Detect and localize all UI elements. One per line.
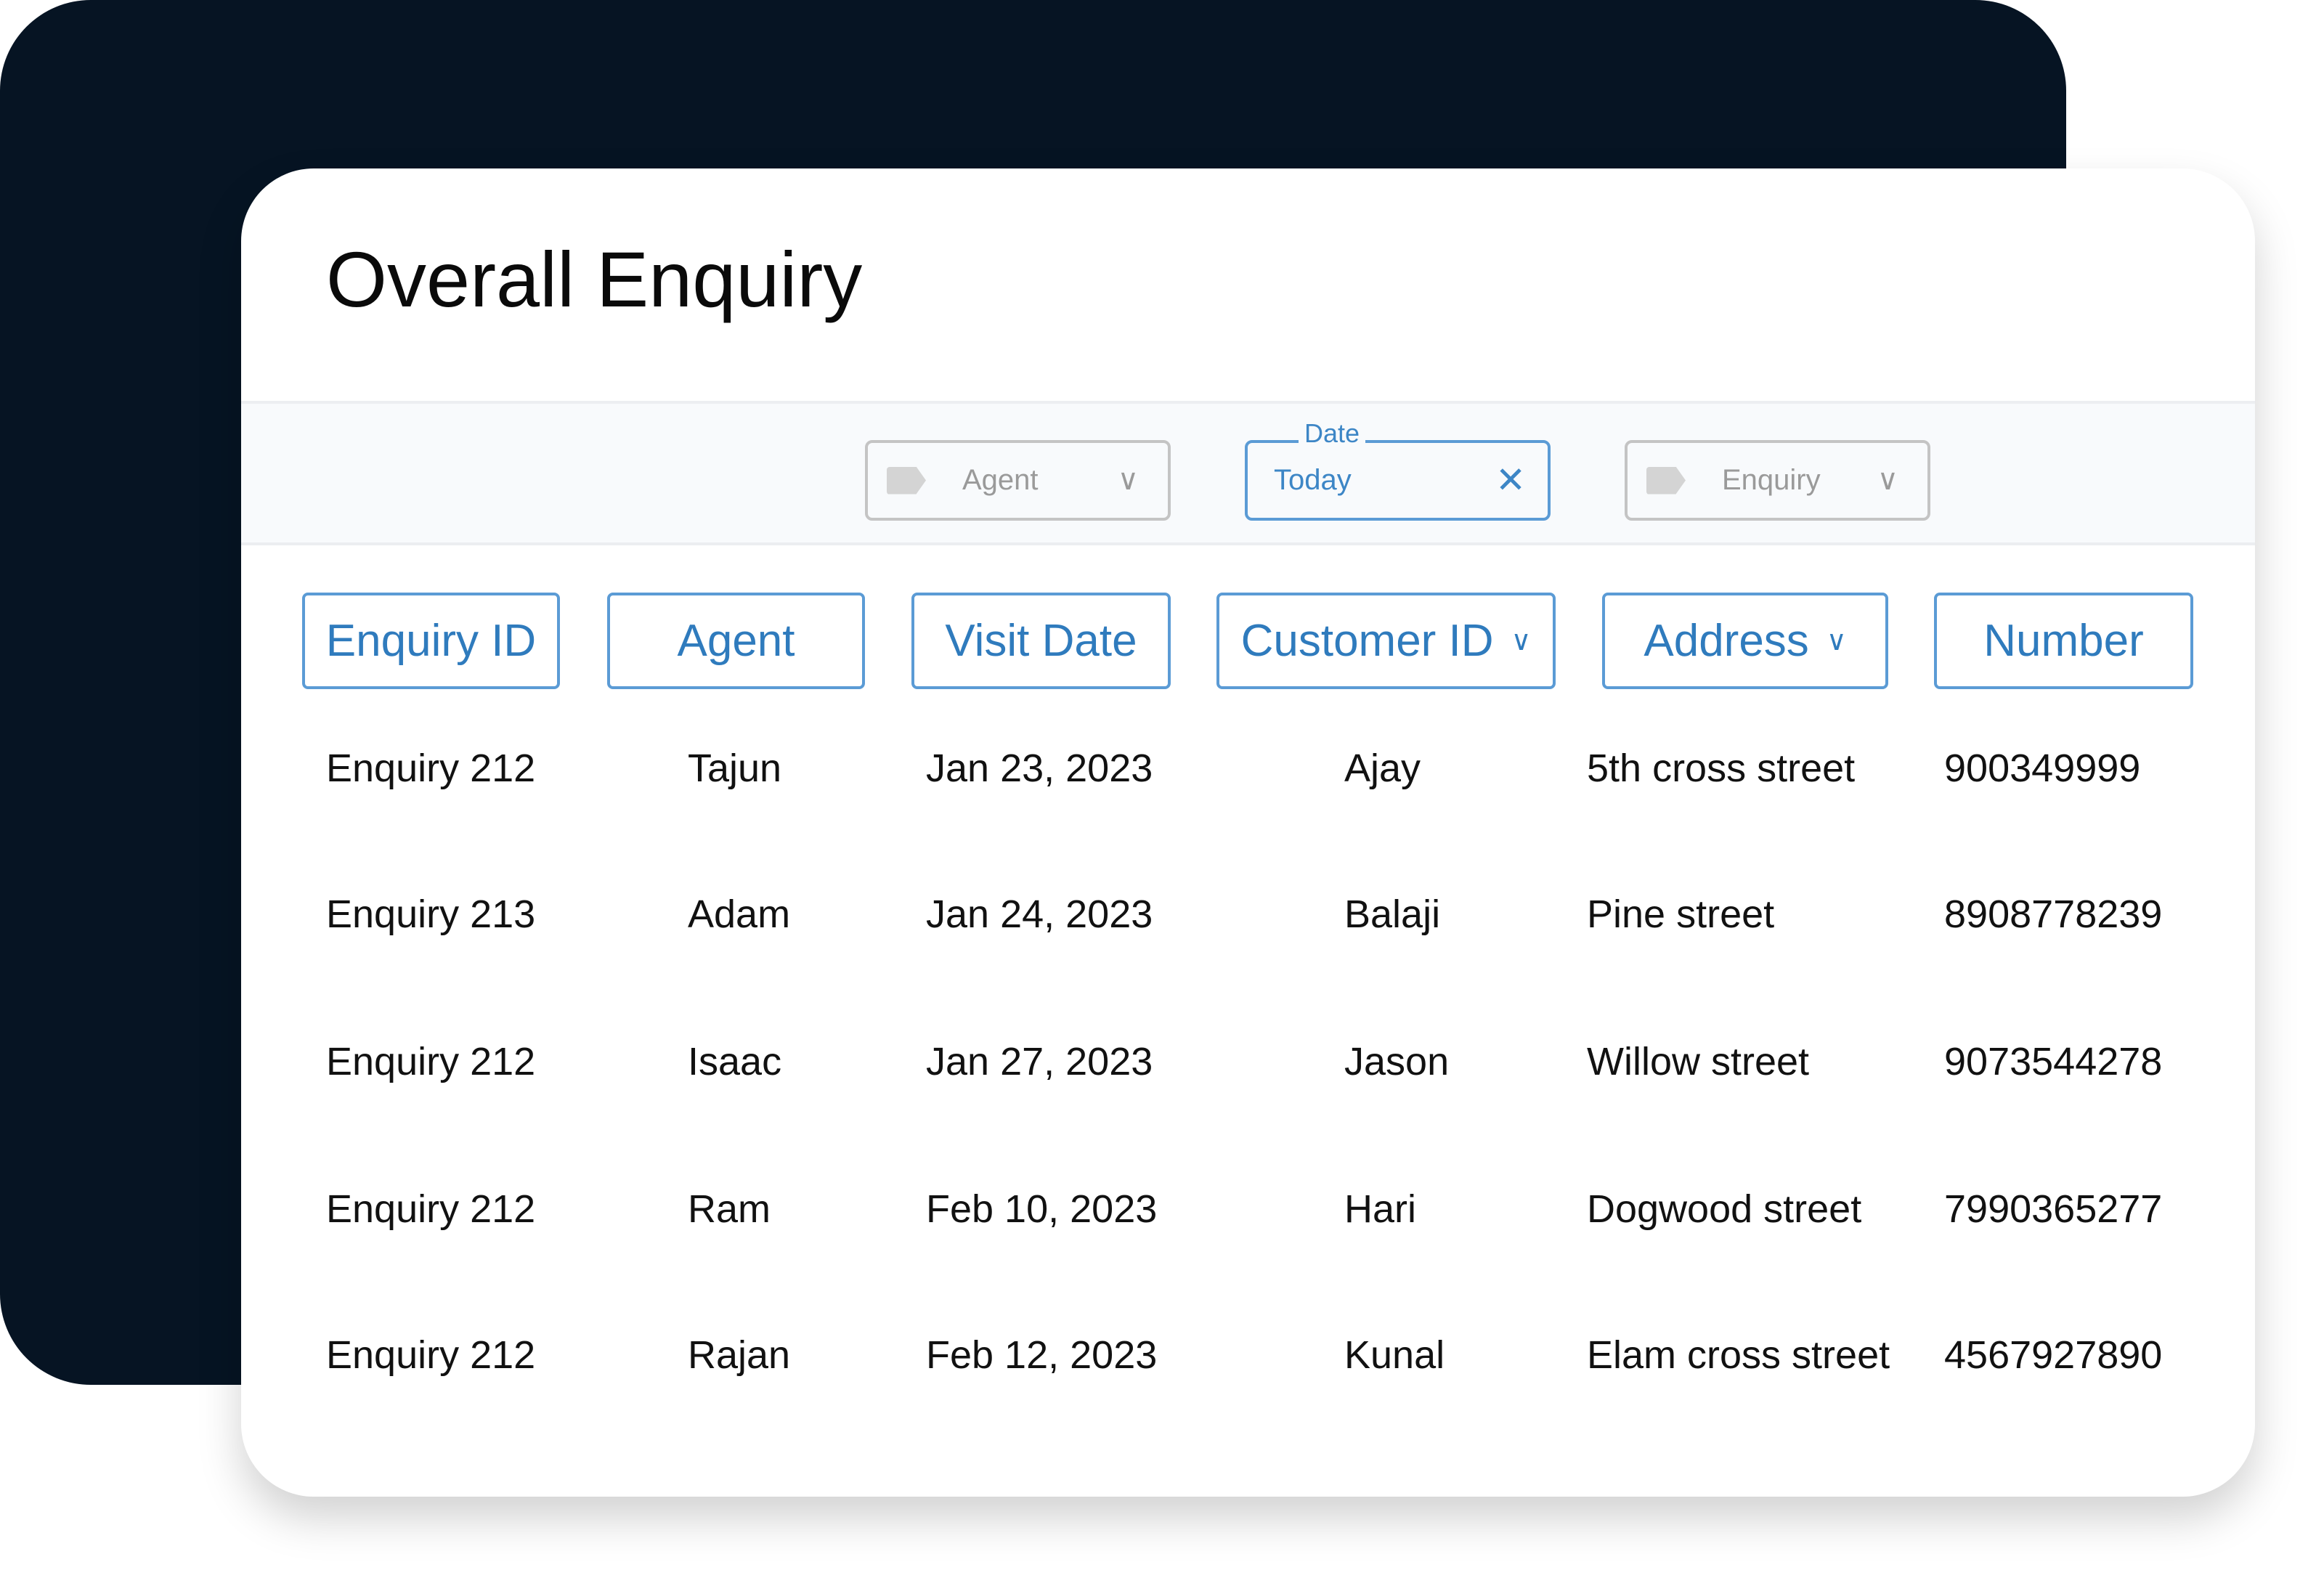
column-label: Number <box>1983 616 2144 666</box>
enquiry-filter-placeholder: Enquiry <box>1722 464 1821 496</box>
chevron-down-icon: ∨ <box>1826 626 1847 656</box>
cell-number: 4567927890 <box>1944 1333 2163 1377</box>
date-filter-value: Today <box>1274 464 1352 496</box>
filter-bar: Agent ∨ Date Today ✕ Enquiry ∨ <box>241 401 2255 545</box>
column-label: Agent <box>677 616 795 666</box>
page-title: Overall Enquiry <box>326 235 863 323</box>
cell-visit-date: Jan 23, 2023 <box>926 747 1153 790</box>
column-label: Address <box>1644 616 1809 666</box>
chevron-down-icon: ∨ <box>1117 464 1139 496</box>
column-header-visit-date[interactable]: Visit Date <box>911 593 1171 689</box>
cell-enquiry-id: Enquiry 212 <box>326 1187 536 1231</box>
column-label: Visit Date <box>945 616 1137 666</box>
cell-number: 900349999 <box>1944 747 2141 790</box>
column-header-agent[interactable]: Agent <box>607 593 865 689</box>
cell-visit-date: Feb 12, 2023 <box>926 1333 1158 1377</box>
column-label: Customer ID <box>1240 616 1494 666</box>
cell-visit-date: Jan 24, 2023 <box>926 892 1153 936</box>
cell-agent: Adam <box>688 892 791 936</box>
cell-customer-id: Ajay <box>1344 747 1421 790</box>
cell-address: Willow street <box>1587 1040 1810 1083</box>
column-label: Enquiry ID <box>325 616 537 666</box>
cell-number: 7990365277 <box>1944 1187 2163 1231</box>
column-header-enquiry-id[interactable]: Enquiry ID <box>302 593 560 689</box>
cell-customer-id: Jason <box>1344 1040 1450 1083</box>
tag-icon <box>887 466 926 495</box>
cell-customer-id: Kunal <box>1344 1333 1445 1377</box>
cell-enquiry-id: Enquiry 212 <box>326 747 536 790</box>
agent-filter-placeholder: Agent <box>962 464 1039 496</box>
cell-enquiry-id: Enquiry 212 <box>326 1333 536 1377</box>
cell-customer-id: Hari <box>1344 1187 1417 1231</box>
cell-customer-id: Balaji <box>1344 892 1441 936</box>
cell-visit-date: Feb 10, 2023 <box>926 1187 1158 1231</box>
enquiry-card: Overall Enquiry Agent ∨ Date Today ✕ Enq… <box>241 168 2255 1497</box>
enquiry-filter-select[interactable]: Enquiry ∨ <box>1625 440 1930 521</box>
cell-agent: Isaac <box>688 1040 782 1083</box>
cell-enquiry-id: Enquiry 213 <box>326 892 536 936</box>
cell-enquiry-id: Enquiry 212 <box>326 1040 536 1083</box>
tag-icon <box>1646 466 1686 495</box>
chevron-down-icon: ∨ <box>1511 626 1532 656</box>
column-header-number[interactable]: Number <box>1934 593 2193 689</box>
cell-number: 8908778239 <box>1944 892 2163 936</box>
chevron-down-icon: ∨ <box>1877 464 1898 496</box>
cell-address: Elam cross street <box>1587 1333 1890 1377</box>
cell-agent: Ram <box>688 1187 771 1231</box>
column-header-customer-id[interactable]: Customer ID ∨ <box>1216 593 1556 689</box>
date-filter-label: Date <box>1299 418 1366 449</box>
cell-number: 9073544278 <box>1944 1040 2163 1083</box>
date-filter-input[interactable]: Date Today ✕ <box>1245 418 1551 521</box>
cell-address: 5th cross street <box>1587 747 1856 790</box>
cell-agent: Rajan <box>688 1333 791 1377</box>
cell-address: Dogwood street <box>1587 1187 1862 1231</box>
column-header-address[interactable]: Address ∨ <box>1602 593 1888 689</box>
close-icon[interactable]: ✕ <box>1495 460 1526 500</box>
agent-filter-select[interactable]: Agent ∨ <box>865 440 1171 521</box>
cell-agent: Tajun <box>688 747 782 790</box>
cell-address: Pine street <box>1587 892 1775 936</box>
cell-visit-date: Jan 27, 2023 <box>926 1040 1153 1083</box>
